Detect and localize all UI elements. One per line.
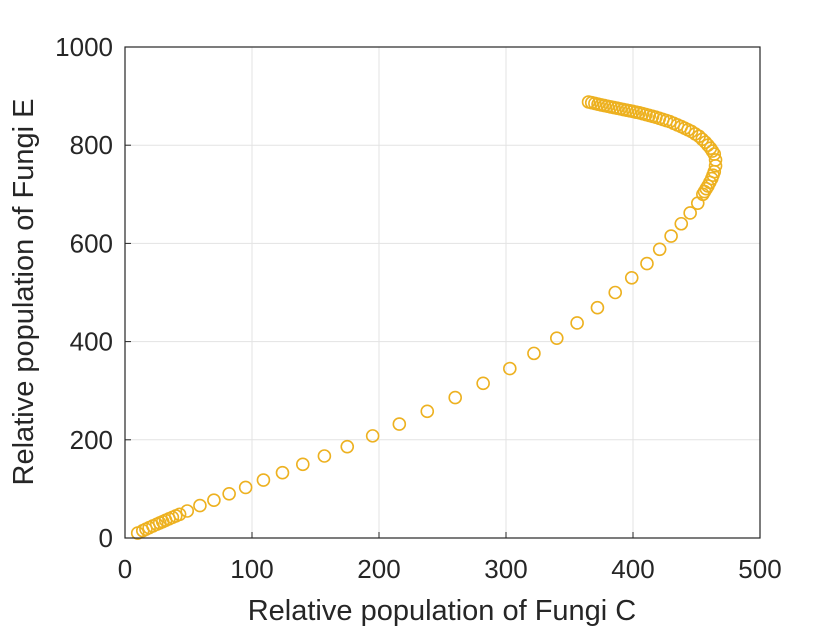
data-point bbox=[420, 404, 435, 419]
y-tick-label: 600 bbox=[70, 228, 113, 258]
data-point bbox=[664, 229, 678, 243]
x-tick-label: 100 bbox=[230, 554, 273, 584]
data-point bbox=[256, 473, 271, 487]
plot-frame bbox=[124, 46, 761, 539]
x-tick-label: 500 bbox=[738, 554, 781, 584]
x-tick-labels: 0 100 200 300 400 500 bbox=[118, 554, 782, 584]
data-points bbox=[130, 95, 723, 540]
x-tick-label: 400 bbox=[611, 554, 654, 584]
data-point bbox=[608, 285, 623, 300]
grid-lines bbox=[124, 46, 761, 539]
y-axis-label: Relative population of Fungi E bbox=[8, 99, 40, 486]
x-tick-label: 300 bbox=[484, 554, 527, 584]
data-point bbox=[570, 316, 584, 330]
data-point bbox=[581, 95, 596, 109]
data-point bbox=[207, 493, 221, 507]
data-point bbox=[476, 376, 490, 391]
data-point bbox=[640, 256, 654, 271]
data-point bbox=[674, 216, 689, 231]
data-point bbox=[193, 498, 207, 513]
y-tick-label: 400 bbox=[70, 327, 113, 357]
data-point bbox=[699, 181, 714, 196]
data-point bbox=[222, 487, 236, 501]
data-point bbox=[708, 153, 723, 167]
data-point bbox=[317, 449, 332, 463]
y-tick-label: 1000 bbox=[55, 32, 113, 62]
plot-area bbox=[125, 47, 760, 538]
x-axis-label: Relative population of Fungi C bbox=[248, 595, 637, 627]
x-tick-label: 200 bbox=[357, 554, 400, 584]
data-point bbox=[340, 439, 355, 454]
data-point bbox=[527, 346, 541, 361]
data-point bbox=[683, 206, 697, 220]
data-point bbox=[624, 270, 639, 285]
data-point bbox=[503, 361, 517, 376]
y-tick-label: 800 bbox=[70, 130, 113, 160]
data-point bbox=[365, 429, 380, 443]
y-tick-labels: 0 200 400 600 800 1000 bbox=[55, 32, 113, 553]
data-point bbox=[238, 480, 253, 495]
data-point bbox=[652, 242, 667, 257]
y-tick-label: 0 bbox=[99, 523, 113, 553]
x-tick-label: 0 bbox=[118, 554, 132, 584]
data-point bbox=[275, 465, 290, 480]
data-point bbox=[392, 417, 407, 431]
data-point bbox=[448, 390, 463, 405]
data-point bbox=[172, 507, 187, 522]
data-point bbox=[295, 457, 310, 472]
y-tick-label: 200 bbox=[70, 425, 113, 455]
data-point bbox=[180, 504, 195, 518]
data-point bbox=[549, 331, 564, 345]
data-point bbox=[590, 300, 605, 315]
